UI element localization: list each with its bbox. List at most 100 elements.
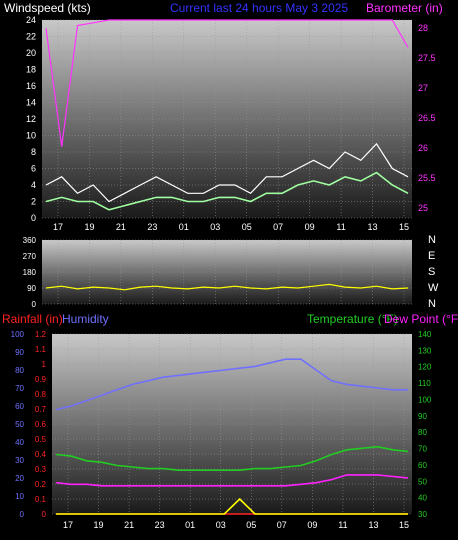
barometer-tick-1: 25.5 bbox=[418, 173, 436, 183]
temperature-tick-9: 120 bbox=[418, 363, 432, 372]
rainfall-tick-7: 0.7 bbox=[35, 405, 47, 414]
barometer-tick-3: 26.5 bbox=[418, 113, 436, 123]
wind-x-tick-7: 07 bbox=[273, 222, 283, 232]
humidity-tick-3: 30 bbox=[15, 456, 24, 465]
windspeed-axis-label: Windspeed (kts) bbox=[4, 1, 91, 15]
wind-panel-grid bbox=[42, 19, 412, 219]
rainfall-tick-11: 1.1 bbox=[35, 345, 47, 354]
barometer-ticks: 25 25.5 26 26.5 27 27.5 28 bbox=[418, 23, 436, 213]
barometer-line bbox=[45, 19, 409, 147]
rainfall-ticks: 0 0.1 0.2 0.3 0.4 0.5 0.6 0.7 0.8 0.9 1 1.1 1.2 bbox=[35, 330, 47, 519]
windspeed-tick-3: 6 bbox=[31, 164, 36, 174]
humidity-tick-6: 60 bbox=[15, 402, 24, 411]
temperature-tick-7: 100 bbox=[418, 395, 432, 404]
barometer-tick-5: 27.5 bbox=[418, 53, 436, 63]
direction-degree-tick-2: 180 bbox=[23, 268, 37, 277]
humidity-line bbox=[55, 358, 408, 411]
windspeed-tick-6: 12 bbox=[26, 114, 36, 124]
wind-x-tick-4: 01 bbox=[179, 222, 189, 232]
direction-compass-tick-1: W bbox=[428, 282, 439, 294]
temperature-tick-4: 70 bbox=[418, 445, 427, 454]
direction-degree-tick-4: 360 bbox=[23, 236, 37, 245]
humidity-tick-5: 50 bbox=[15, 420, 24, 429]
wind-panel-x-ticks: 17 19 21 23 01 03 05 07 09 11 13 15 bbox=[53, 222, 409, 232]
direction-compass-tick-3: E bbox=[428, 250, 435, 262]
wind-x-tick-10: 13 bbox=[368, 222, 378, 232]
humidity-tick-0: 0 bbox=[20, 510, 25, 519]
direction-compass-tick-2: S bbox=[428, 266, 435, 278]
wind-x-tick-8: 09 bbox=[305, 222, 315, 232]
rainfall-tick-5: 0.5 bbox=[35, 435, 47, 444]
direction-panel-background bbox=[42, 240, 412, 304]
temperature-tick-2: 50 bbox=[418, 477, 427, 486]
rain-x-tick-2: 21 bbox=[124, 520, 134, 530]
windspeed-tick-2: 4 bbox=[31, 180, 36, 190]
rain_rate-line bbox=[56, 497, 408, 515]
windspeed-tick-9: 18 bbox=[26, 65, 36, 75]
rain-x-tick-7: 07 bbox=[277, 520, 287, 530]
rainfall-tick-6: 0.6 bbox=[35, 420, 47, 429]
dew-point-axis-label: Dew Point (°F) bbox=[384, 312, 458, 326]
dew_point-line bbox=[55, 474, 409, 487]
wind-x-tick-9: 11 bbox=[336, 222, 345, 232]
wind-x-tick-2: 21 bbox=[116, 222, 126, 232]
wind-x-tick-1: 19 bbox=[84, 222, 94, 232]
humidity-tick-1: 10 bbox=[15, 492, 24, 501]
windspeed-tick-11: 22 bbox=[26, 32, 36, 42]
direction-compass-tick-0: N bbox=[428, 298, 436, 310]
direction-degree-ticks: 0 90 180 270 360 bbox=[23, 236, 37, 309]
temperature-tick-0: 30 bbox=[418, 510, 427, 519]
direction-degree-tick-3: 270 bbox=[23, 252, 37, 261]
wind-x-tick-11: 15 bbox=[399, 222, 409, 232]
direction-degree-tick-1: 90 bbox=[27, 284, 36, 293]
rainfall-tick-8: 0.8 bbox=[35, 390, 47, 399]
temperature-axis-label: Temperature (°F) bbox=[307, 312, 398, 326]
barometer-axis-label: Barometer (in) bbox=[366, 1, 443, 15]
rain-x-tick-6: 05 bbox=[246, 520, 256, 530]
barometer-tick-4: 27 bbox=[418, 83, 428, 93]
rain-x-tick-3: 23 bbox=[155, 520, 165, 530]
temperature-tick-3: 60 bbox=[418, 461, 427, 470]
humidity-tick-2: 20 bbox=[15, 474, 24, 483]
wind-x-tick-5: 03 bbox=[210, 222, 220, 232]
wind_speed-line bbox=[45, 142, 409, 203]
rain-panel-x-ticks: 17 19 21 23 01 03 05 07 09 11 13 15 bbox=[63, 520, 409, 530]
direction-panel-lines bbox=[45, 283, 409, 291]
rain-x-tick-0: 17 bbox=[63, 520, 73, 530]
wind-panel-background bbox=[42, 20, 412, 218]
rain-x-tick-4: 01 bbox=[185, 520, 195, 530]
humidity-axis-label: Humidity bbox=[62, 312, 109, 326]
windspeed-tick-7: 14 bbox=[26, 98, 36, 108]
rainfall-tick-10: 1 bbox=[42, 360, 47, 369]
rainfall-tick-2: 0.2 bbox=[35, 480, 47, 489]
direction-compass-tick-4: N bbox=[428, 234, 436, 246]
windspeed-tick-4: 8 bbox=[31, 147, 36, 157]
rain-x-tick-11: 15 bbox=[399, 520, 409, 530]
windspeed-tick-0: 0 bbox=[31, 213, 36, 223]
windspeed-tick-1: 2 bbox=[31, 197, 36, 207]
humidity-tick-7: 70 bbox=[15, 384, 24, 393]
barometer-tick-6: 28 bbox=[418, 23, 428, 33]
humidity-tick-9: 90 bbox=[15, 348, 24, 357]
wind_dir-line bbox=[45, 283, 409, 291]
direction-degree-tick-0: 0 bbox=[32, 300, 37, 309]
wind-x-tick-0: 17 bbox=[53, 222, 63, 232]
temperature-ticks: 30 40 50 60 70 80 90 100 110 120 130 140 bbox=[418, 330, 432, 519]
rainfall-tick-3: 0.3 bbox=[35, 465, 47, 474]
rain-panel-lines bbox=[55, 358, 409, 515]
rainfall-tick-12: 1.2 bbox=[35, 330, 47, 339]
rainfall-axis-label: Rainfall (in) bbox=[2, 312, 63, 326]
rainfall-tick-9: 0.9 bbox=[35, 375, 47, 384]
rain-x-tick-8: 09 bbox=[307, 520, 317, 530]
barometer-tick-0: 25 bbox=[418, 203, 428, 213]
rain-x-tick-5: 03 bbox=[216, 520, 226, 530]
rain-panel-grid bbox=[52, 333, 412, 515]
temperature-tick-5: 80 bbox=[418, 428, 427, 437]
windspeed-tick-10: 20 bbox=[26, 48, 36, 58]
temperature-tick-1: 40 bbox=[418, 494, 427, 503]
temperature-line bbox=[55, 445, 409, 472]
humidity-ticks: 0 10 20 30 40 50 60 70 80 90 100 bbox=[11, 330, 25, 519]
